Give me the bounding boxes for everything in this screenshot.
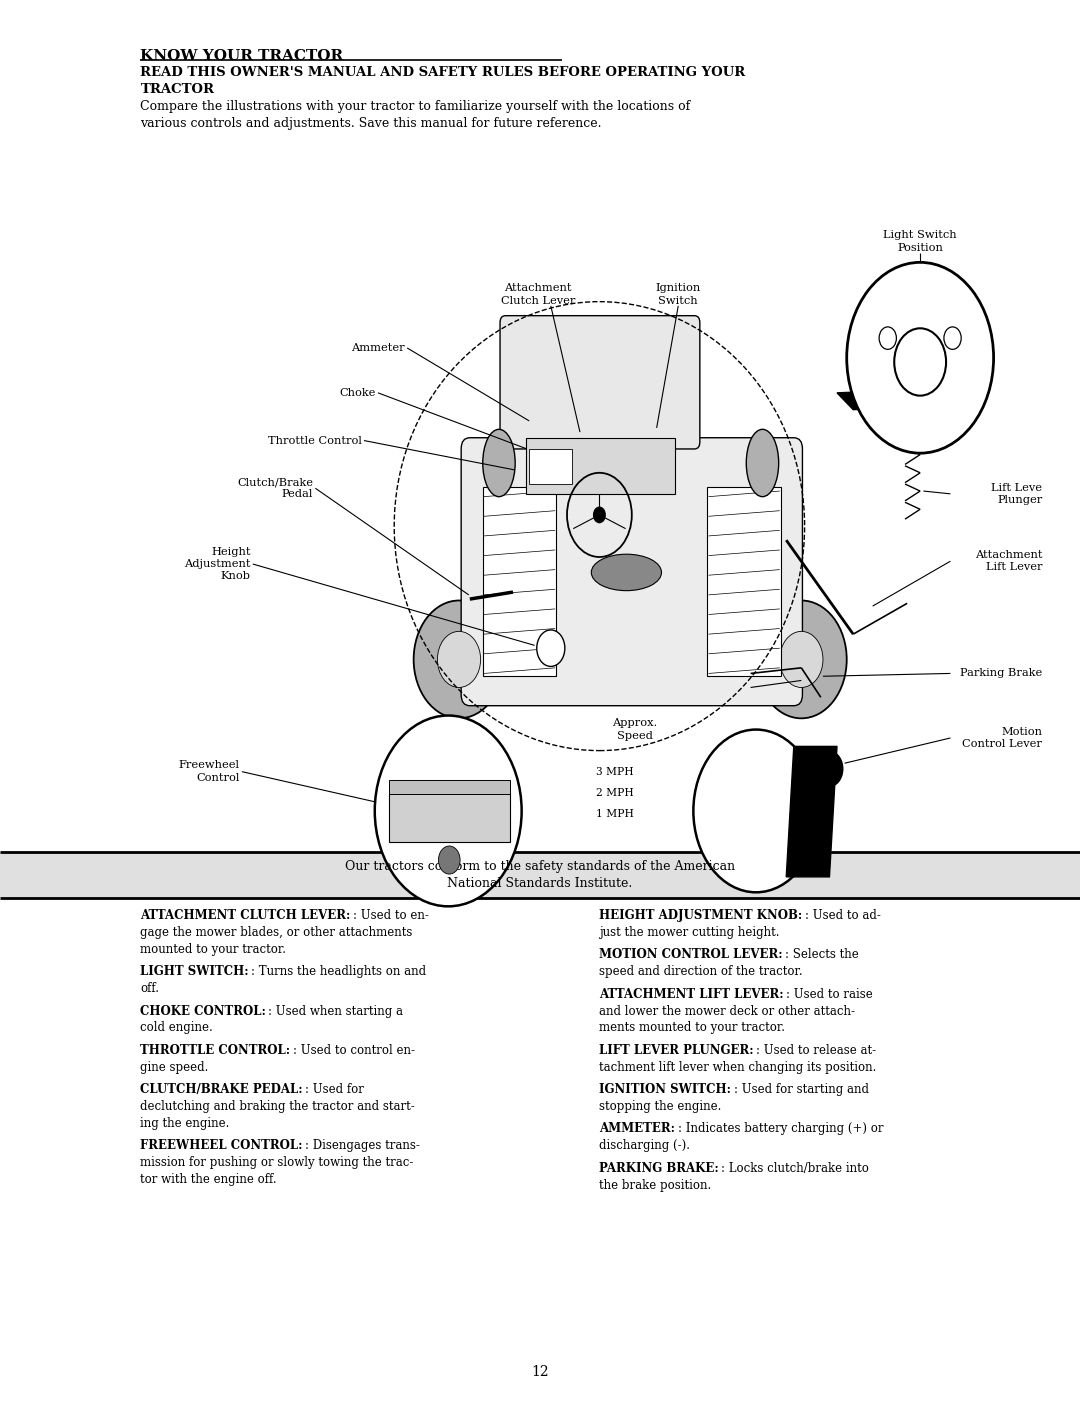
Bar — [707, 487, 781, 676]
Ellipse shape — [483, 429, 515, 497]
Text: LIGHT SWITCH:: LIGHT SWITCH: — [140, 965, 249, 978]
Text: : Used to release at-: : Used to release at- — [756, 1044, 876, 1056]
Text: Height
Adjustment
Knob: Height Adjustment Knob — [184, 547, 251, 581]
Circle shape — [375, 716, 522, 906]
Text: : Used when starting a: : Used when starting a — [269, 1005, 404, 1017]
FancyBboxPatch shape — [500, 316, 700, 449]
Text: Attachment
Lift Lever: Attachment Lift Lever — [975, 550, 1042, 572]
Text: Ignition
Switch: Ignition Switch — [656, 283, 701, 306]
Text: ments mounted to your tractor.: ments mounted to your tractor. — [599, 1021, 785, 1034]
Text: : Selects the: : Selects the — [785, 948, 859, 961]
Text: Our tractors conform to the safety standards of the American
National Standards : Our tractors conform to the safety stand… — [345, 860, 735, 890]
Polygon shape — [837, 390, 913, 410]
Text: discharging (-).: discharging (-). — [599, 1139, 690, 1152]
Text: gine speed.: gine speed. — [140, 1061, 208, 1073]
Text: 3 MPH: 3 MPH — [596, 766, 634, 777]
Text: : Used to raise: : Used to raise — [786, 988, 873, 1000]
Circle shape — [437, 631, 481, 687]
Text: Motion
Control Lever: Motion Control Lever — [962, 727, 1042, 749]
Text: 1 MPH: 1 MPH — [596, 808, 634, 819]
Text: 2 MPH: 2 MPH — [596, 787, 634, 798]
Text: tachment lift lever when changing its position.: tachment lift lever when changing its po… — [599, 1061, 877, 1073]
Bar — [483, 487, 556, 676]
Text: : Used to ad-: : Used to ad- — [805, 909, 880, 922]
Circle shape — [414, 600, 504, 718]
Text: Approx.
Speed: Approx. Speed — [612, 718, 658, 741]
Circle shape — [847, 262, 994, 453]
Text: stopping the engine.: stopping the engine. — [599, 1100, 721, 1113]
Text: : Used for: : Used for — [306, 1083, 364, 1096]
Circle shape — [593, 506, 606, 523]
Text: : Used for starting and: : Used for starting and — [733, 1083, 868, 1096]
Bar — [389, 793, 510, 842]
Circle shape — [537, 630, 565, 666]
Text: CHOKE CONTROL:: CHOKE CONTROL: — [140, 1005, 267, 1017]
Text: : Used to en-: : Used to en- — [353, 909, 429, 922]
Text: ATTACHMENT LIFT LEVER:: ATTACHMENT LIFT LEVER: — [599, 988, 784, 1000]
Text: KNOW YOUR TRACTOR: KNOW YOUR TRACTOR — [140, 49, 343, 63]
Text: : Turns the headlights on and: : Turns the headlights on and — [252, 965, 427, 978]
Text: : Used to control en-: : Used to control en- — [293, 1044, 415, 1056]
Text: just the mower cutting height.: just the mower cutting height. — [599, 926, 780, 939]
Bar — [389, 780, 510, 794]
Text: the brake position.: the brake position. — [599, 1179, 712, 1191]
Text: : Indicates battery charging (+) or: : Indicates battery charging (+) or — [677, 1122, 883, 1135]
Circle shape — [756, 600, 847, 718]
Text: PARKING BRAKE:: PARKING BRAKE: — [599, 1162, 719, 1174]
Text: FREEWHEEL CONTROL:: FREEWHEEL CONTROL: — [140, 1139, 302, 1152]
Circle shape — [815, 751, 843, 787]
Text: Throttle Control: Throttle Control — [268, 435, 362, 446]
Text: AMMETER:: AMMETER: — [599, 1122, 675, 1135]
Text: LIFT LEVER PLUNGER:: LIFT LEVER PLUNGER: — [599, 1044, 754, 1056]
Text: and lower the mower deck or other attach-: and lower the mower deck or other attach… — [599, 1005, 855, 1017]
Bar — [0, 852, 1080, 898]
Text: 12: 12 — [531, 1365, 549, 1379]
Text: CLUTCH/BRAKE PEDAL:: CLUTCH/BRAKE PEDAL: — [140, 1083, 303, 1096]
Text: cold engine.: cold engine. — [140, 1021, 213, 1034]
Text: Choke: Choke — [339, 387, 376, 398]
Text: IGNITION SWITCH:: IGNITION SWITCH: — [599, 1083, 731, 1096]
Ellipse shape — [592, 554, 661, 591]
Text: HEIGHT ADJUSTMENT KNOB:: HEIGHT ADJUSTMENT KNOB: — [599, 909, 802, 922]
Text: speed and direction of the tractor.: speed and direction of the tractor. — [599, 965, 804, 978]
Text: : Disengages trans-: : Disengages trans- — [305, 1139, 420, 1152]
Bar — [529, 449, 572, 484]
Text: Clutch/Brake
Pedal: Clutch/Brake Pedal — [238, 477, 313, 499]
Text: Compare the illustrations with your tractor to familiarize yourself with the loc: Compare the illustrations with your trac… — [140, 100, 690, 129]
Text: tor with the engine off.: tor with the engine off. — [140, 1173, 278, 1186]
Text: Ammeter: Ammeter — [351, 342, 405, 354]
Text: Light Switch
Position: Light Switch Position — [883, 230, 957, 253]
Text: : Locks clutch/brake into: : Locks clutch/brake into — [721, 1162, 869, 1174]
Text: Attachment
Clutch Lever: Attachment Clutch Lever — [501, 283, 575, 306]
Text: THROTTLE CONTROL:: THROTTLE CONTROL: — [140, 1044, 291, 1056]
Text: mounted to your tractor.: mounted to your tractor. — [140, 943, 286, 955]
Text: READ THIS OWNER'S MANUAL AND SAFETY RULES BEFORE OPERATING YOUR
TRACTOR: READ THIS OWNER'S MANUAL AND SAFETY RULE… — [140, 66, 745, 95]
Text: mission for pushing or slowly towing the trac-: mission for pushing or slowly towing the… — [140, 1156, 414, 1169]
Text: gage the mower blades, or other attachments: gage the mower blades, or other attachme… — [140, 926, 413, 939]
Text: off.: off. — [140, 982, 160, 995]
Ellipse shape — [746, 429, 779, 497]
Text: Freewheel
Control: Freewheel Control — [179, 760, 240, 783]
Circle shape — [780, 631, 823, 687]
Text: ing the engine.: ing the engine. — [140, 1117, 230, 1129]
Text: Lift Leve
Plunger: Lift Leve Plunger — [991, 483, 1042, 505]
Text: MOTION CONTROL LEVER:: MOTION CONTROL LEVER: — [599, 948, 783, 961]
FancyBboxPatch shape — [461, 438, 802, 706]
Text: ATTACHMENT CLUTCH LEVER:: ATTACHMENT CLUTCH LEVER: — [140, 909, 351, 922]
Circle shape — [693, 730, 819, 892]
Bar — [526, 438, 675, 494]
Circle shape — [438, 846, 460, 874]
Polygon shape — [786, 746, 837, 877]
Text: Parking Brake: Parking Brake — [960, 668, 1042, 679]
Text: declutching and braking the tractor and start-: declutching and braking the tractor and … — [140, 1100, 415, 1113]
